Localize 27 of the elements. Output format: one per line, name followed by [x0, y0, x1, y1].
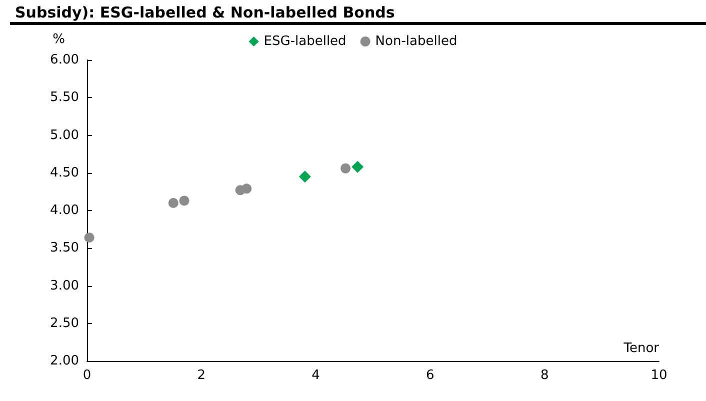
y-tick-label: 5.50: [50, 90, 79, 106]
x-tick-label: 6: [426, 368, 434, 383]
x-tick-label: 2: [197, 368, 206, 383]
y-tick-label: 5.00: [50, 128, 79, 143]
x-tick-label: 0: [82, 368, 92, 383]
y-axis-title: %: [52, 32, 65, 47]
y-tick-label: 4.50: [50, 165, 79, 180]
x-tick-label: 4: [312, 368, 320, 383]
y-tick-label: 3.50: [50, 240, 79, 256]
point: [242, 184, 252, 194]
y-tick-label: 6.00: [50, 52, 79, 68]
y-tick-label: 3.00: [50, 278, 79, 294]
y-tick-label: 2.50: [50, 316, 79, 331]
legend-label: Non-labelled: [375, 34, 458, 49]
chart-title: Subsidy): ESG-labelled & Non-labelled Bonds: [15, 4, 395, 22]
point: [352, 160, 364, 173]
point: [298, 170, 311, 183]
point: [84, 232, 94, 243]
x-tick-label: 10: [650, 368, 668, 383]
x-axis-title: Tenor: [622, 341, 660, 356]
x-tick-label: 8: [540, 368, 549, 383]
point: [179, 196, 190, 206]
legend-label: ESG-labelled: [264, 34, 346, 49]
point: [168, 198, 178, 208]
y-tick-label: 4.00: [50, 203, 79, 218]
point: [340, 163, 351, 174]
y-tick-label: 2.00: [50, 354, 79, 368]
